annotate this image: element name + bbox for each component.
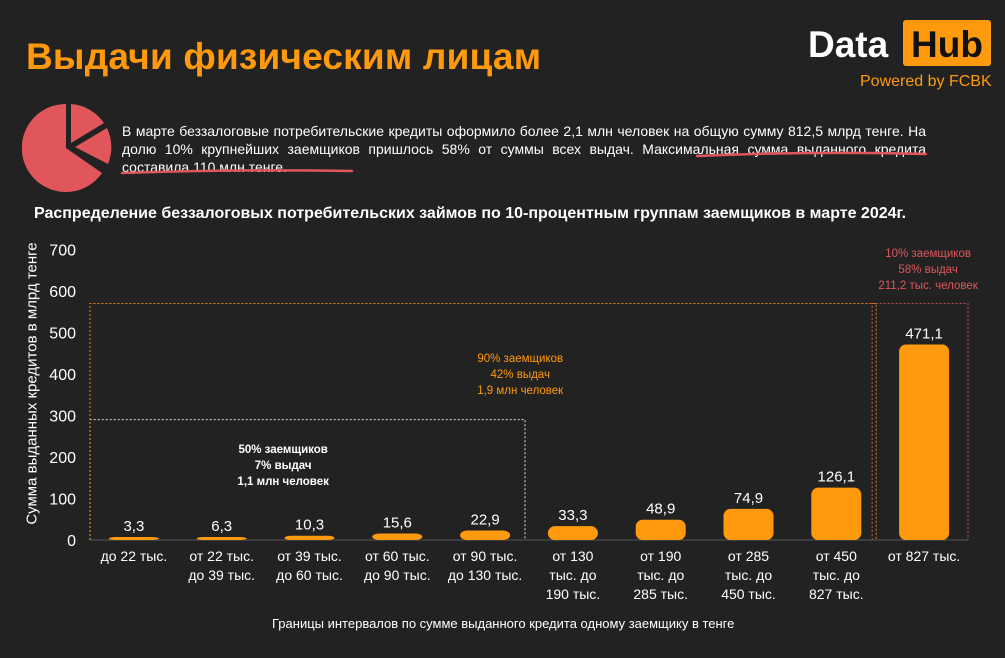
x-tick-label: до 90 тыс. bbox=[364, 567, 431, 583]
x-tick-label: тыс. до bbox=[725, 567, 772, 583]
pie-icon bbox=[22, 103, 112, 192]
x-tick-label: от 190 bbox=[640, 548, 681, 564]
y-tick-label: 300 bbox=[49, 409, 76, 426]
x-tick-label: 450 тыс. bbox=[721, 586, 776, 602]
bar-value-label: 10,3 bbox=[295, 517, 324, 534]
x-tick-label: 285 тыс. bbox=[633, 586, 688, 602]
bar-value-label: 48,9 bbox=[646, 501, 675, 518]
bar bbox=[460, 530, 511, 540]
x-tick-label: до 130 тыс. bbox=[448, 567, 522, 583]
x-tick-label: до 22 тыс. bbox=[101, 548, 168, 564]
annotation-label: 42% выдач bbox=[491, 369, 550, 381]
page-title: Выдачи физическим лицам bbox=[26, 36, 542, 77]
powered-by: Powered by FCBK bbox=[860, 73, 992, 90]
x-tick-label: до 39 тыс. bbox=[188, 567, 255, 583]
annotation-bracket bbox=[89, 302, 877, 540]
annotation-label: 90% заемщиков bbox=[477, 353, 563, 365]
y-tick-label: 0 bbox=[67, 533, 76, 550]
annotation-label: 58% выдач bbox=[898, 264, 957, 276]
y-tick-label: 200 bbox=[49, 450, 76, 467]
y-tick-label: 600 bbox=[49, 284, 76, 301]
x-tick-label: тыс. до bbox=[549, 567, 596, 583]
x-tick-label: до 60 тыс. bbox=[276, 567, 343, 583]
y-tick-label: 700 bbox=[49, 243, 76, 260]
y-tick-label: 100 bbox=[49, 492, 76, 509]
bar bbox=[723, 508, 774, 540]
datahub-logo: Data Hub bbox=[808, 20, 994, 72]
bar bbox=[372, 533, 423, 540]
x-tick-label: от 827 тыс. bbox=[888, 548, 960, 564]
x-tick-label: 827 тыс. bbox=[809, 586, 864, 602]
x-axis-label: Границы интервалов по сумме выданного кр… bbox=[272, 616, 735, 631]
logo-hub-text: Hub bbox=[903, 20, 991, 66]
x-tick-label: от 39 тыс. bbox=[277, 548, 342, 564]
bar-value-label: 126,1 bbox=[818, 469, 856, 486]
bar-value-label: 471,1 bbox=[905, 325, 943, 342]
x-tick-label: 190 тыс. bbox=[546, 586, 601, 602]
x-tick-label: тыс. до bbox=[813, 567, 860, 583]
x-tick-label: тыс. до bbox=[637, 567, 684, 583]
bar bbox=[196, 537, 247, 540]
y-tick-label: 400 bbox=[49, 367, 76, 384]
annotation-label: 1,1 млн человек bbox=[237, 476, 329, 488]
y-tick-label: 500 bbox=[49, 326, 76, 343]
bar-value-label: 15,6 bbox=[383, 515, 412, 532]
bar bbox=[899, 344, 950, 540]
bar bbox=[284, 535, 335, 540]
bar-value-label: 74,9 bbox=[734, 490, 763, 507]
annotation-label: 211,2 тыс. человек bbox=[878, 280, 978, 292]
annotation-label: 1,9 млн человек bbox=[477, 385, 564, 397]
annotation-bracket bbox=[871, 302, 969, 540]
x-tick-label: от 450 bbox=[816, 548, 857, 564]
bar-value-label: 33,3 bbox=[558, 507, 587, 524]
highlight-underline bbox=[120, 151, 928, 175]
bar bbox=[547, 526, 598, 540]
bar bbox=[811, 487, 862, 540]
description-text: В марте беззалоговые потребительские кре… bbox=[122, 123, 926, 157]
bar-value-label: 22,9 bbox=[470, 511, 499, 528]
annotation-label: 10% заемщиков bbox=[885, 248, 971, 260]
bar-value-label: 6,3 bbox=[211, 518, 232, 535]
bar bbox=[635, 519, 686, 540]
annotation-label: 50% заемщиков bbox=[238, 444, 327, 456]
x-tick-label: от 60 тыс. bbox=[365, 548, 430, 564]
annotation-label: 7% выдач bbox=[255, 460, 312, 472]
chart-title: Распределение беззалоговых потребительск… bbox=[34, 205, 907, 222]
x-tick-label: от 130 bbox=[552, 548, 593, 564]
logo-data-text: Data bbox=[808, 24, 889, 65]
bar-value-label: 3,3 bbox=[123, 518, 144, 535]
x-tick-label: от 90 тыс. bbox=[453, 548, 518, 564]
bar bbox=[108, 537, 159, 540]
x-tick-label: от 285 bbox=[728, 548, 769, 564]
x-tick-label: от 22 тыс. bbox=[189, 548, 254, 564]
